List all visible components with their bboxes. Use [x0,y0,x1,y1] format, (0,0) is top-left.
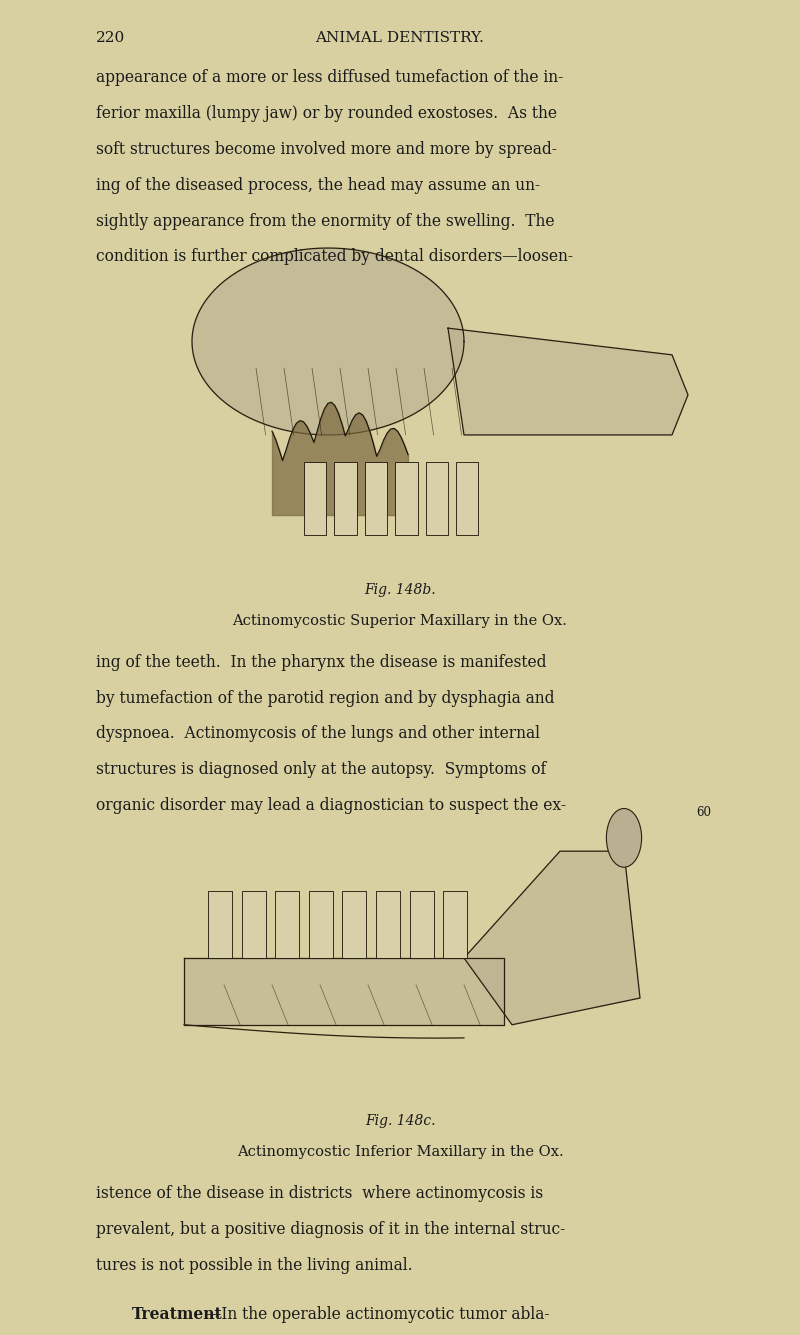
Text: Fig. 148b.: Fig. 148b. [364,583,436,597]
Bar [242,892,266,959]
Bar [443,892,467,959]
Bar [334,462,357,535]
Text: Fig. 148c.: Fig. 148c. [365,1115,435,1128]
Bar [426,462,448,535]
Bar [309,892,333,959]
Text: ing of the teeth.  In the pharynx the disease is manifested: ing of the teeth. In the pharynx the dis… [96,654,546,672]
Text: Actinomycostic Superior Maxillary in the Ox.: Actinomycostic Superior Maxillary in the… [233,614,567,627]
Text: Treatment: Treatment [132,1306,222,1323]
Polygon shape [448,328,688,435]
FancyBboxPatch shape [104,278,696,578]
Bar [304,462,326,535]
Text: condition is further complicated by dental disorders—loosen-: condition is further complicated by dent… [96,248,573,266]
Text: appearance of a more or less diffused tumefaction of the in-: appearance of a more or less diffused tu… [96,69,563,87]
Bar [208,892,232,959]
Text: prevalent, but a positive diagnosis of it in the internal struc-: prevalent, but a positive diagnosis of i… [96,1222,566,1238]
Polygon shape [184,959,504,1025]
Text: tures is not possible in the living animal.: tures is not possible in the living anim… [96,1256,413,1274]
Text: ferior maxilla (lumpy jaw) or by rounded exostoses.  As the: ferior maxilla (lumpy jaw) or by rounded… [96,105,557,123]
Text: 60: 60 [696,806,711,820]
Text: soft structures become involved more and more by spread-: soft structures become involved more and… [96,142,557,158]
Text: ing of the diseased process, the head may assume an un-: ing of the diseased process, the head ma… [96,176,540,194]
Bar [275,892,299,959]
Bar [376,892,400,959]
Polygon shape [192,248,464,435]
Text: ANIMAL DENTISTRY.: ANIMAL DENTISTRY. [315,31,485,44]
Text: structures is diagnosed only at the autopsy.  Symptoms of: structures is diagnosed only at the auto… [96,761,546,778]
Bar [342,892,366,959]
Text: 220: 220 [96,31,126,44]
Bar [365,462,387,535]
Text: istence of the disease in districts  where actinomycosis is: istence of the disease in districts wher… [96,1185,543,1203]
Text: by tumefaction of the parotid region and by dysphagia and: by tumefaction of the parotid region and… [96,690,554,706]
Circle shape [606,809,642,868]
Text: —In the operable actinomycotic tumor abla-: —In the operable actinomycotic tumor abl… [206,1306,549,1323]
Polygon shape [464,852,640,1025]
Bar [395,462,418,535]
Text: organic disorder may lead a diagnostician to suspect the ex-: organic disorder may lead a diagnosticia… [96,797,566,814]
Bar [410,892,434,959]
Text: sightly appearance from the enormity of the swelling.  The: sightly appearance from the enormity of … [96,212,554,230]
Text: Actinomycostic Inferior Maxillary in the Ox.: Actinomycostic Inferior Maxillary in the… [237,1145,563,1159]
Bar [456,462,478,535]
Text: dyspnoea.  Actinomycosis of the lungs and other internal: dyspnoea. Actinomycosis of the lungs and… [96,725,540,742]
FancyBboxPatch shape [104,822,696,1109]
